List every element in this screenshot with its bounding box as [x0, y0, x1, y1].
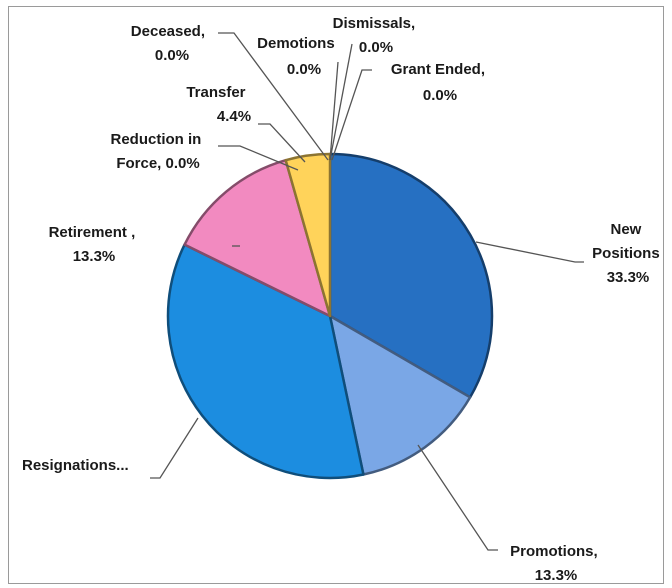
leader-demotions — [329, 61, 339, 161]
label-reduction: Reduction in Force, 0.0% — [111, 131, 206, 172]
pie-slice-new-positions — [328, 152, 494, 399]
label-retirement: Retirement , 13.3% — [49, 224, 140, 265]
data-labels: New Positions 33.3% Promotions, 13.3% Re… — [22, 15, 664, 584]
label-new-positions: New Positions 33.3% — [592, 221, 664, 286]
leader-dismissals — [329, 43, 353, 161]
label-resignations: Resignations... — [22, 457, 129, 474]
leader-promotions — [417, 444, 498, 551]
leader-new-positions — [475, 241, 584, 263]
label-promotions: Promotions, 13.3% — [510, 543, 602, 584]
leader-deceased — [218, 32, 329, 161]
pie-slice-promotions — [328, 314, 472, 476]
pie-slice-retirement — [183, 158, 332, 318]
label-transfer: Transfer 4.4% — [186, 84, 251, 125]
label-dismissals: Dismissals, 0.0% — [333, 15, 420, 56]
pie-slice-resignations — [166, 243, 365, 480]
pie-slices — [166, 152, 494, 480]
label-demotions: Demotions 0.0% — [257, 35, 339, 78]
leader-grant-ended — [331, 69, 372, 161]
leader-reduction — [218, 145, 299, 171]
leader-lines — [150, 32, 584, 551]
label-grant-ended: Grant Ended, 0.0% — [391, 61, 489, 104]
leader-resignations — [150, 417, 199, 479]
label-deceased: Deceased, 0.0% — [131, 23, 209, 64]
leader-transfer — [258, 123, 306, 163]
